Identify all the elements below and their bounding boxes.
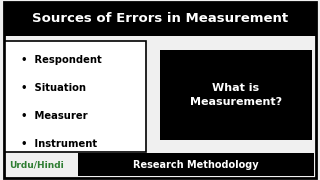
Text: •  Measurer: • Measurer	[21, 111, 87, 121]
FancyBboxPatch shape	[78, 153, 314, 176]
FancyBboxPatch shape	[4, 2, 316, 178]
Text: Urdu/Hindi: Urdu/Hindi	[10, 160, 64, 169]
Text: What is
Measurement?: What is Measurement?	[190, 83, 282, 107]
Text: Sources of Errors in Measurement: Sources of Errors in Measurement	[32, 12, 288, 25]
FancyBboxPatch shape	[4, 2, 316, 36]
FancyBboxPatch shape	[160, 50, 312, 140]
Text: Research Methodology: Research Methodology	[133, 160, 259, 170]
Text: •  Situation: • Situation	[21, 83, 86, 93]
FancyBboxPatch shape	[5, 40, 146, 152]
Text: •  Instrument: • Instrument	[21, 139, 97, 149]
Text: •  Respondent: • Respondent	[21, 55, 101, 65]
